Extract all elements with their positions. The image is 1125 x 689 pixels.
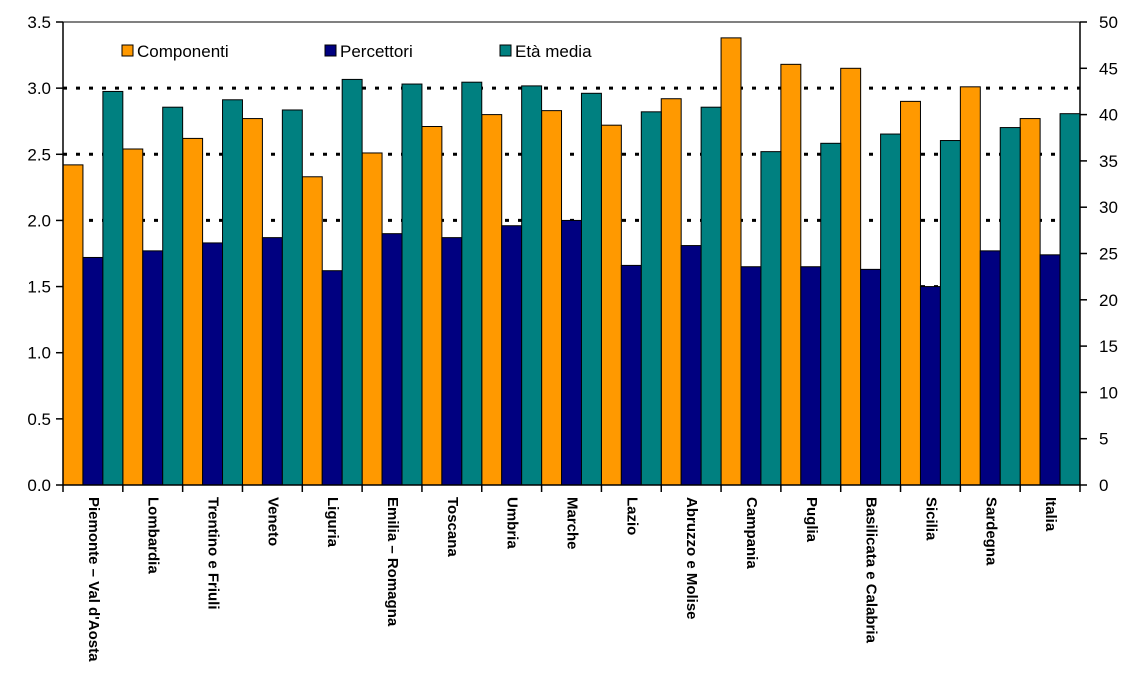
bar-percettori-16 <box>1039 254 1061 486</box>
y-right-tick-label: 10 <box>1099 383 1118 402</box>
category-label: Piemonte – Val d'Aosta <box>85 497 102 662</box>
bar-percettori-15 <box>979 250 1001 486</box>
legend-swatch-1 <box>324 44 337 57</box>
bar-et-media-0 <box>102 90 124 486</box>
bar-componenti-1 <box>122 148 144 486</box>
legend-label: Componenti <box>137 42 229 61</box>
bar-percettori-1 <box>142 250 164 486</box>
bar-percettori-4 <box>321 270 343 486</box>
category-label: Italia <box>1042 497 1059 532</box>
bar-percettori-13 <box>860 268 882 486</box>
category-label: Sardegna <box>982 497 999 566</box>
bar-componenti-10 <box>660 98 682 486</box>
bar-componenti-0 <box>62 164 84 486</box>
y-right-tick-label: 25 <box>1099 245 1118 264</box>
bar-et-media-10 <box>700 106 722 486</box>
bar-componenti-3 <box>241 118 263 486</box>
legend-swatch-2 <box>499 44 512 57</box>
bar-et-media-6 <box>461 81 483 486</box>
bar-et-media-5 <box>401 83 423 486</box>
bar-et-media-1 <box>162 106 184 486</box>
bar-componenti-11 <box>720 37 742 486</box>
bar-componenti-15 <box>959 86 981 486</box>
y-right-tick-label: 20 <box>1099 291 1118 310</box>
bar-percettori-0 <box>82 256 104 486</box>
category-label: Campania <box>743 497 760 569</box>
x-axis-category-labels: Piemonte – Val d'Aosta Lombardia Trentino … <box>85 497 1059 662</box>
bar-et-media-8 <box>580 92 602 486</box>
bar-componenti-5 <box>361 152 383 486</box>
bar-componenti-9 <box>600 124 622 486</box>
bar-et-media-7 <box>521 85 543 486</box>
bar-percettori-9 <box>620 264 642 486</box>
bar-et-media-12 <box>820 142 842 486</box>
bar-marks <box>62 37 1081 486</box>
category-label: Umbria <box>504 497 521 549</box>
category-label: Trentino e Friuli <box>205 497 222 610</box>
bar-et-media-16 <box>1059 113 1081 486</box>
bar-et-media-14 <box>939 140 961 486</box>
bar-percettori-14 <box>919 286 941 486</box>
bar-percettori-10 <box>680 245 702 486</box>
category-label: Lombardia <box>145 497 162 574</box>
y-right-tick-label: 45 <box>1099 59 1118 78</box>
y-right-tick-label: 30 <box>1099 198 1118 217</box>
category-label: Marche <box>564 497 581 550</box>
bar-percettori-8 <box>561 219 582 486</box>
category-label: Abruzzo e Molise <box>683 497 700 620</box>
bar-et-media-2 <box>222 99 243 486</box>
y-left-tick-label: 0.0 <box>27 476 51 495</box>
bar-et-media-13 <box>880 133 902 486</box>
bar-percettori-11 <box>740 266 762 486</box>
legend: Componenti Percettori Età media <box>121 42 592 61</box>
bar-percettori-12 <box>800 266 822 486</box>
category-label: Lazio <box>623 497 640 535</box>
y-left-tick-label: 2.5 <box>27 145 51 164</box>
category-label: Emilia – Romagna <box>384 497 401 627</box>
legend-label: Percettori <box>340 42 413 61</box>
bar-percettori-5 <box>381 233 403 486</box>
bar-et-media-9 <box>640 111 662 486</box>
y-axis-left-ticks: 0.0 0.5 1.0 1.5 2.0 2.5 3.0 3.5 <box>27 13 63 495</box>
y-right-tick-label: 40 <box>1099 106 1118 125</box>
y-right-tick-label: 15 <box>1099 337 1118 356</box>
y-left-tick-label: 1.0 <box>27 344 51 363</box>
y-left-tick-label: 2.0 <box>27 211 51 230</box>
y-left-tick-label: 1.5 <box>27 278 51 297</box>
category-label: Puglia <box>803 497 820 543</box>
y-right-tick-label: 5 <box>1099 430 1108 449</box>
bar-componenti-2 <box>182 137 204 486</box>
category-label: Veneto <box>264 497 281 546</box>
bar-componenti-14 <box>900 100 921 486</box>
y-left-tick-label: 3.0 <box>27 79 51 98</box>
bar-componenti-6 <box>421 126 443 486</box>
y-left-tick-label: 3.5 <box>27 13 51 32</box>
bar-componenti-4 <box>301 176 323 486</box>
bar-percettori-7 <box>501 225 523 486</box>
bar-percettori-2 <box>202 242 224 486</box>
y-right-tick-label: 0 <box>1099 476 1108 495</box>
bar-componenti-12 <box>780 63 802 486</box>
y-right-tick-label: 50 <box>1099 13 1118 32</box>
y-right-tick-label: 35 <box>1099 152 1118 171</box>
category-label: Liguria <box>324 497 341 548</box>
y-axis-right-ticks: 0 5 10 15 20 25 30 35 40 45 50 <box>1080 13 1118 495</box>
bar-percettori-6 <box>441 237 463 486</box>
category-label: Sicilia <box>922 497 939 541</box>
bar-percettori-3 <box>261 237 283 486</box>
bar-et-media-11 <box>760 151 782 486</box>
category-label: Basilicata e Calabria <box>863 497 880 644</box>
bar-et-media-4 <box>341 78 363 486</box>
legend-label: Età media <box>515 42 592 61</box>
y-left-tick-label: 0.5 <box>27 410 51 429</box>
legend-swatch-0 <box>121 44 134 57</box>
bar-componenti-16 <box>1019 118 1041 486</box>
bar-componenti-13 <box>840 67 862 486</box>
bar-et-media-3 <box>281 109 303 486</box>
bar-et-media-15 <box>999 127 1021 486</box>
bar-componenti-7 <box>481 114 503 486</box>
bar-componenti-8 <box>541 110 563 486</box>
category-label: Toscana <box>444 497 461 557</box>
